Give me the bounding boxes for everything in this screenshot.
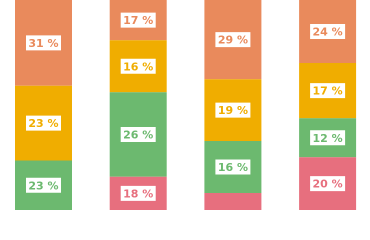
label-box [119,126,157,143]
data-label: 20 % [313,178,343,191]
data-label: 24 % [313,26,343,39]
page: 31 % 23 % 23 % 17 % 16 % 26 % 18 % 29 % 19 % 16 %… [15,0,357,210]
label-box [214,31,252,49]
data-label: 17 % [123,14,153,27]
label-box [25,176,62,194]
data-label: 19 % [218,104,248,117]
chart: 31 % 23 % 23 % 17 % 16 % 26 % 18 % 29 % 19 % 16 %… [15,0,357,210]
data-label: 23 % [28,179,58,192]
data-label: 31 % [28,37,58,50]
data-label: 29 % [218,34,248,47]
data-label: 16 % [218,161,248,174]
label-box [214,101,252,119]
label-box [119,11,157,29]
label-box [119,184,157,202]
data-label: 16 % [123,60,153,73]
label-box [309,82,347,100]
label-box [309,23,347,40]
data-label: 17 % [313,85,343,98]
data-label: 23 % [28,117,58,130]
label-box [25,114,62,132]
data-label: 26 % [123,129,153,142]
label-box [309,129,347,147]
label-box [309,175,347,193]
data-label: 18 % [123,187,153,200]
label-box [25,34,62,52]
data-label: 12 % [313,132,343,145]
label-box [214,158,252,176]
label-box [119,57,157,75]
segment-unlabeled [204,193,262,210]
